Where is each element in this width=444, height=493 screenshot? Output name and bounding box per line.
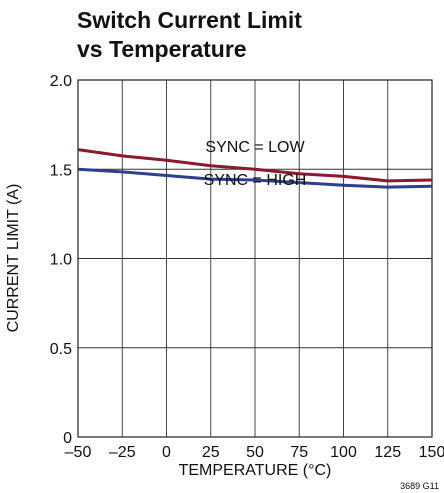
x-tick-label: –25 xyxy=(109,444,136,461)
y-tick-label: 0 xyxy=(63,430,72,447)
x-tick-labels: –50 –25 0 25 50 75 100 125 150 xyxy=(65,444,444,461)
series-line-sync-high xyxy=(77,167,433,189)
chart-title-line-1: Switch Current Limit xyxy=(77,7,302,33)
x-tick-label: 125 xyxy=(374,444,401,461)
grid xyxy=(77,79,433,438)
y-tick-label: 1.5 xyxy=(50,162,72,179)
series-lines xyxy=(77,148,433,189)
y-axis-label: CURRENT LIMIT (A) xyxy=(5,184,22,333)
plot-frame xyxy=(77,79,433,438)
y-tick-label: 1.0 xyxy=(50,252,72,269)
chart-title-line-2: vs Temperature xyxy=(77,36,247,62)
series-line-sync-low xyxy=(77,148,433,183)
x-tick-label: 150 xyxy=(419,444,444,461)
figure-id: 3689 G11 xyxy=(400,481,439,491)
x-tick-label: 0 xyxy=(162,444,171,461)
y-tick-label: 0.5 xyxy=(50,341,72,358)
y-tick-label: 2.0 xyxy=(50,73,72,90)
x-tick-label: 75 xyxy=(290,444,308,461)
y-tick-labels: 0 0.5 1.0 1.5 2.0 xyxy=(50,73,72,447)
x-tick-label: 50 xyxy=(246,444,264,461)
series-label-sync-high: SYNC = HIGH xyxy=(204,172,307,189)
series-annotations: SYNC = LOW SYNC = HIGH xyxy=(204,139,307,189)
x-tick-label: 100 xyxy=(330,444,357,461)
x-tick-label: –50 xyxy=(65,444,92,461)
series-label-sync-low: SYNC = LOW xyxy=(205,139,305,156)
x-tick-label: 25 xyxy=(202,444,220,461)
x-axis-label: TEMPERATURE (°C) xyxy=(179,462,332,479)
